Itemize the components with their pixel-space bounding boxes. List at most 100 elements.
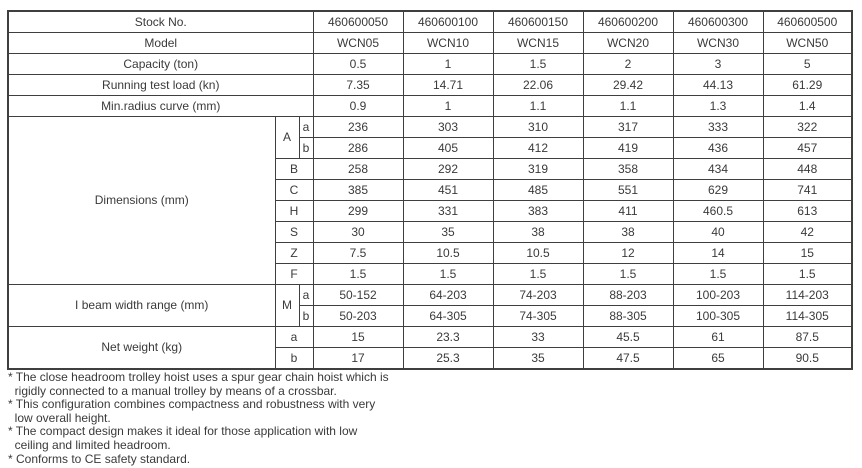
cell-value: 1.4 [762,95,853,117]
cell-value: 317 [582,116,674,138]
cell-value: 460600500 [762,10,853,33]
cell-value: 64-305 [402,305,494,327]
cell-value: 10.5 [402,242,494,264]
cell-value: 90.5 [762,347,853,370]
row-min-radius-curve: Min.radius curve (mm) 0.9 1 1.1 1.1 1.3 … [7,95,853,117]
cell-value: 15 [762,242,853,264]
sub-letter-cell: b [298,305,314,327]
footnotes: * The close headroom trolley hoist uses … [8,370,389,466]
sub-letter-cell: b [298,137,314,159]
cell-value: 65 [672,347,764,370]
cell-value: 3 [672,53,764,75]
cell-value: 0.9 [312,95,404,117]
cell-value: 61.29 [762,74,853,96]
cell-value: 100-305 [672,305,764,327]
cell-value: 460600300 [672,10,764,33]
row-stock-no: Stock No. 460600050 460600100 460600150 … [7,10,853,33]
note-line: * This configuration combines compactnes… [8,397,376,412]
cell-value: 114-305 [762,305,853,327]
note-line: ceiling and limited headroom. [8,437,171,452]
cell-value: 405 [402,137,494,159]
cell-value: 303 [402,116,494,138]
cell-value: 1.5 [492,53,584,75]
cell-value: 33 [492,326,584,348]
cell-value: WCN30 [672,32,764,54]
cell-value: 40 [672,221,764,243]
row-net-weight-a: Net weight (kg) a 15 23.3 33 45.5 61 87.… [7,326,853,370]
dim-letter-cell: S [274,221,314,243]
cell-value: 10.5 [492,242,584,264]
cell-value: 35 [402,221,494,243]
row-dim-C: C 385 451 485 551 629 741 [8,179,853,201]
cell-value: 236 [312,116,404,138]
cell-value: 114-203 [762,284,853,306]
cell-value: 0.5 [312,53,404,75]
spec-table: Stock No. 460600050 460600100 460600150 … [7,10,853,370]
cell-value: 44.13 [672,74,764,96]
cell-value: 448 [762,158,853,180]
cell-value: 23.3 [402,326,494,348]
cell-value: 88-305 [582,305,674,327]
note-line: rigidly connected to a manual trolley by… [8,383,337,398]
cell-value: 457 [762,137,853,159]
row-label: Min.radius curve (mm) [7,95,314,117]
cell-value: 613 [762,200,853,222]
cell-value: 460.5 [672,200,764,222]
dim-letter-cell: F [274,263,314,285]
cell-value: 45.5 [582,326,674,348]
cell-value: 485 [492,179,584,201]
row-ibeam-a: I beam width range (mm) M a 50-152 64-20… [7,284,853,327]
sub-letter-cell: b [274,347,314,370]
row-dim-A-a: Dimensions (mm) A a 236 303 310 317 333 … [7,116,853,285]
row-capacity: Capacity (ton) 0.5 1 1.5 2 3 5 [7,53,853,75]
row-dim-Z: Z 7.5 10.5 10.5 12 14 15 [8,242,853,264]
cell-value: 322 [762,116,853,138]
dimensions-label: Dimensions (mm) [7,116,276,285]
cell-value: 15 [312,326,404,348]
cell-value: 50-203 [312,305,404,327]
cell-value: 50-152 [312,284,404,306]
cell-value: 87.5 [762,326,853,348]
cell-value: 436 [672,137,764,159]
cell-value: 25.3 [402,347,494,370]
cell-value: 1.5 [762,263,853,285]
cell-value: 419 [582,137,674,159]
cell-value: 22.06 [492,74,584,96]
sub-letter-cell: a [274,326,314,348]
cell-value: 319 [492,158,584,180]
cell-value: 7.35 [312,74,404,96]
dim-letter-cell: A [274,116,300,159]
cell-value: 42 [762,221,853,243]
cell-value: 100-203 [672,284,764,306]
cell-value: 1 [402,53,494,75]
cell-value: 551 [582,179,674,201]
cell-value: 1.5 [312,263,404,285]
cell-value: 460600200 [582,10,674,33]
cell-value: WCN05 [312,32,404,54]
cell-value: 451 [402,179,494,201]
cell-value: 1.5 [672,263,764,285]
cell-value: 258 [312,158,404,180]
note-line: low overall height. [8,410,111,425]
cell-value: 64-203 [402,284,494,306]
row-dim-F: F 1.5 1.5 1.5 1.5 1.5 1.5 [8,263,853,285]
cell-value: 358 [582,158,674,180]
cell-value: 1.1 [492,95,584,117]
cell-value: 434 [672,158,764,180]
cell-value: 5 [762,53,853,75]
cell-value: 1 [402,95,494,117]
row-label: Model [7,32,314,54]
row-label: Running test load (kn) [7,74,314,96]
dim-letter-cell: M [274,284,300,327]
dim-letter-cell: C [274,179,314,201]
cell-value: 460600050 [312,10,404,33]
cell-value: WCN50 [762,32,853,54]
cell-value: 38 [492,221,584,243]
cell-value: 29.42 [582,74,674,96]
cell-value: 460600100 [402,10,494,33]
cell-value: 331 [402,200,494,222]
dim-letter-cell: B [274,158,314,180]
dim-letter-cell: Z [274,242,314,264]
row-label: Stock No. [7,10,314,33]
cell-value: 1.5 [492,263,584,285]
